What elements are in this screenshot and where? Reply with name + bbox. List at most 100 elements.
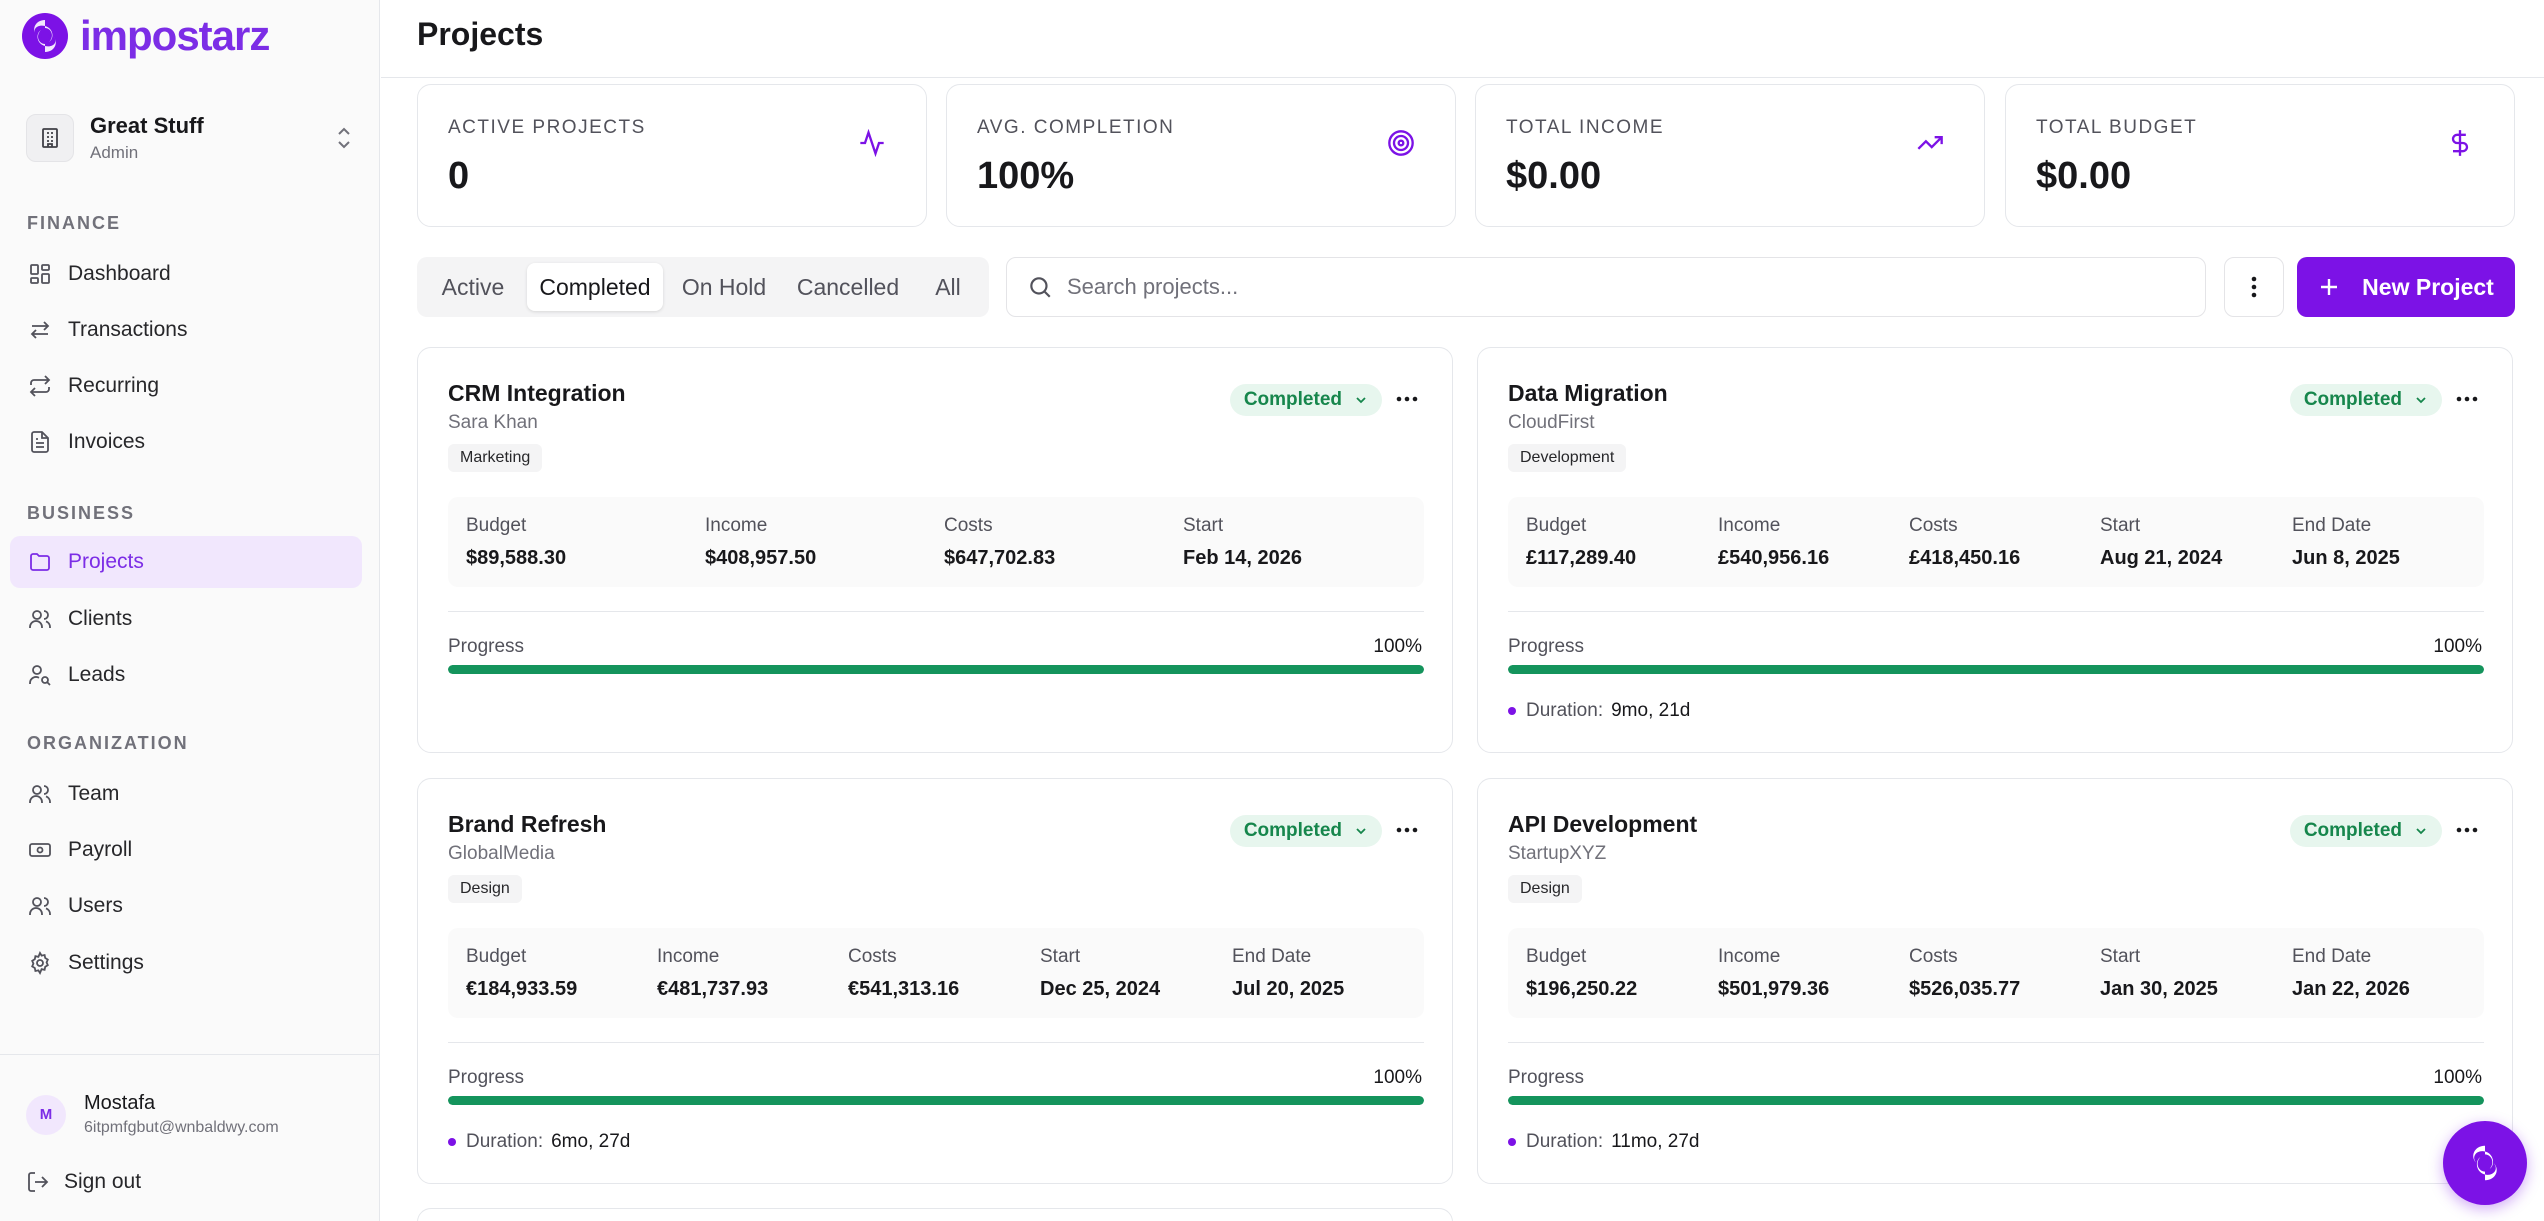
metric-label: Income bbox=[705, 515, 768, 536]
banknote-icon bbox=[29, 843, 51, 857]
brand-logo[interactable]: impostarz bbox=[20, 10, 270, 62]
dollar-icon bbox=[2451, 130, 2469, 156]
new-project-button[interactable]: New Project bbox=[2297, 257, 2515, 317]
sidebar-item-label: Dashboard bbox=[68, 262, 171, 285]
progress-bar bbox=[448, 1096, 1424, 1105]
stat-value: $0.00 bbox=[1506, 155, 1602, 197]
sidebar-item-recurring[interactable]: Recurring bbox=[10, 360, 362, 412]
tab-cancelled[interactable]: Cancelled bbox=[796, 273, 900, 300]
tab-completed[interactable]: Completed bbox=[527, 263, 663, 311]
project-tag: Development bbox=[1508, 444, 1627, 472]
project-tag: Design bbox=[1508, 875, 1582, 903]
metric-value: €541,313.16 bbox=[848, 978, 960, 1000]
sidebar-item-dashboard[interactable]: Dashboard bbox=[10, 248, 362, 300]
horizontal-dots-icon[interactable] bbox=[1396, 388, 1418, 410]
metric-income: Income £540,956.16 bbox=[1718, 515, 1829, 570]
sign-out-button[interactable]: Sign out bbox=[26, 1170, 141, 1194]
sidebar-item-leads[interactable]: Leads bbox=[10, 649, 362, 701]
sidebar-item-projects[interactable]: Projects bbox=[10, 536, 362, 588]
metric-costs: Costs $526,035.77 bbox=[1909, 946, 2020, 1001]
search-input[interactable] bbox=[1067, 274, 2167, 300]
project-duration: Duration: 11mo, 27d bbox=[1508, 1131, 1700, 1153]
status-dropdown[interactable]: Completed bbox=[1229, 384, 1382, 416]
project-title: Brand Refresh bbox=[448, 811, 607, 837]
horizontal-dots-icon[interactable] bbox=[1396, 819, 1418, 841]
metric-start: Start Jan 30, 2025 bbox=[2100, 946, 2218, 1001]
sidebar: impostarz Great Stuff Admin FINANCE Dash… bbox=[0, 0, 380, 1221]
sidebar-item-label: Transactions bbox=[68, 318, 188, 341]
status-dropdown[interactable]: Completed bbox=[1229, 815, 1382, 847]
stat-card-avg-completion: AVG. COMPLETION 100% bbox=[946, 84, 1456, 227]
progress-label: Progress bbox=[1508, 636, 1585, 657]
project-title: API Development bbox=[1508, 811, 1698, 837]
workspace-switcher[interactable]: Great Stuff Admin bbox=[26, 108, 356, 168]
sidebar-item-clients[interactable]: Clients bbox=[10, 593, 362, 645]
stat-label: AVG. COMPLETION bbox=[977, 117, 1175, 138]
project-card[interactable]: API Development StartupXYZ Design Comple… bbox=[1477, 778, 2513, 1184]
metric-value: £117,289.40 bbox=[1526, 547, 1637, 569]
metric-value: Jan 30, 2025 bbox=[2100, 978, 2218, 1000]
status-dropdown[interactable]: Completed bbox=[2289, 384, 2442, 416]
sidebar-item-transactions[interactable]: Transactions bbox=[10, 304, 362, 356]
metric-start: Start Dec 25, 2024 bbox=[1040, 946, 1160, 1001]
metric-label: End Date bbox=[2292, 515, 2372, 536]
metric-value: £540,956.16 bbox=[1718, 547, 1830, 569]
stat-card-active-projects: ACTIVE PROJECTS 0 bbox=[417, 84, 927, 227]
sidebar-item-payroll[interactable]: Payroll bbox=[10, 824, 362, 876]
duration-dot bbox=[1508, 707, 1516, 715]
swirl-logo-icon bbox=[22, 13, 68, 59]
chevron-down-icon bbox=[2416, 828, 2426, 835]
metric-budget: Budget £117,289.40 bbox=[1526, 515, 1636, 570]
sidebar-item-label: Team bbox=[68, 782, 120, 805]
user-profile[interactable]: M Mostafa 6itpmfgbut@wnbaldwy.com bbox=[26, 1092, 279, 1137]
metric-value: Aug 21, 2024 bbox=[2100, 547, 2223, 569]
sidebar-item-invoices[interactable]: Invoices bbox=[10, 416, 362, 468]
sidebar-item-settings[interactable]: Settings bbox=[10, 937, 362, 989]
card-divider bbox=[448, 1042, 1424, 1043]
more-options-button[interactable] bbox=[2224, 257, 2284, 317]
duration-label: Duration: bbox=[1526, 1131, 1604, 1152]
tab-active[interactable]: Active bbox=[441, 273, 505, 300]
metric-value: $526,035.77 bbox=[1909, 978, 2021, 1000]
sidebar-item-label: Clients bbox=[68, 607, 133, 630]
stat-label: TOTAL BUDGET bbox=[2036, 117, 2198, 138]
status-label: Completed bbox=[1243, 820, 1342, 841]
project-card[interactable]: Brand Refresh GlobalMedia Design Complet… bbox=[417, 778, 1453, 1184]
metric-value: $647,702.83 bbox=[944, 547, 1056, 569]
duration-dot bbox=[448, 1138, 456, 1146]
project-client: StartupXYZ bbox=[1508, 843, 1607, 864]
search-icon bbox=[1030, 277, 1051, 298]
tab-all[interactable]: All bbox=[935, 273, 961, 300]
metric-label: End Date bbox=[1232, 946, 1312, 967]
assistant-button[interactable] bbox=[2443, 1121, 2527, 1205]
project-card[interactable]: CRM Integration Sara Khan Marketing Comp… bbox=[417, 347, 1453, 753]
status-dropdown[interactable]: Completed bbox=[2289, 815, 2442, 847]
metric-value: £418,450.16 bbox=[1909, 547, 2021, 569]
tab-on-hold[interactable]: On Hold bbox=[681, 273, 767, 300]
project-card[interactable]: Data Migration CloudFirst Development Co… bbox=[1477, 347, 2513, 753]
metric-value: Jul 20, 2025 bbox=[1232, 978, 1345, 1000]
card-divider bbox=[448, 611, 1424, 612]
section-label-finance: FINANCE bbox=[27, 213, 121, 233]
status-label: Completed bbox=[1243, 389, 1342, 410]
sidebar-item-team[interactable]: Team bbox=[10, 768, 362, 820]
swirl-logo-icon bbox=[2473, 1145, 2497, 1181]
project-metrics: Budget £117,289.40 Income £540,956.16 Cost… bbox=[1508, 497, 2484, 587]
horizontal-dots-icon[interactable] bbox=[2456, 819, 2478, 841]
progress-label: Progress bbox=[448, 636, 525, 657]
progress-value: 100% bbox=[1373, 1067, 1422, 1088]
project-metrics: Budget $196,250.22 Income $501,979.36 Cost… bbox=[1508, 928, 2484, 1018]
sidebar-item-users[interactable]: Users bbox=[10, 880, 362, 932]
project-duration: Duration: 9mo, 21d bbox=[1508, 700, 1690, 722]
project-card-partial bbox=[417, 1208, 1453, 1221]
metric-income: Income $501,979.36 bbox=[1718, 946, 1829, 1001]
horizontal-dots-icon[interactable] bbox=[2456, 388, 2478, 410]
progress-bar bbox=[448, 665, 1424, 674]
duration-label: Duration: bbox=[1526, 700, 1604, 721]
metric-label: Income bbox=[1718, 946, 1781, 967]
project-client: CloudFirst bbox=[1508, 412, 1595, 433]
project-client: Sara Khan bbox=[448, 412, 538, 433]
chevrons-up-down-icon bbox=[338, 127, 350, 149]
status-label: Completed bbox=[2303, 820, 2402, 841]
avatar: M bbox=[26, 1094, 66, 1135]
